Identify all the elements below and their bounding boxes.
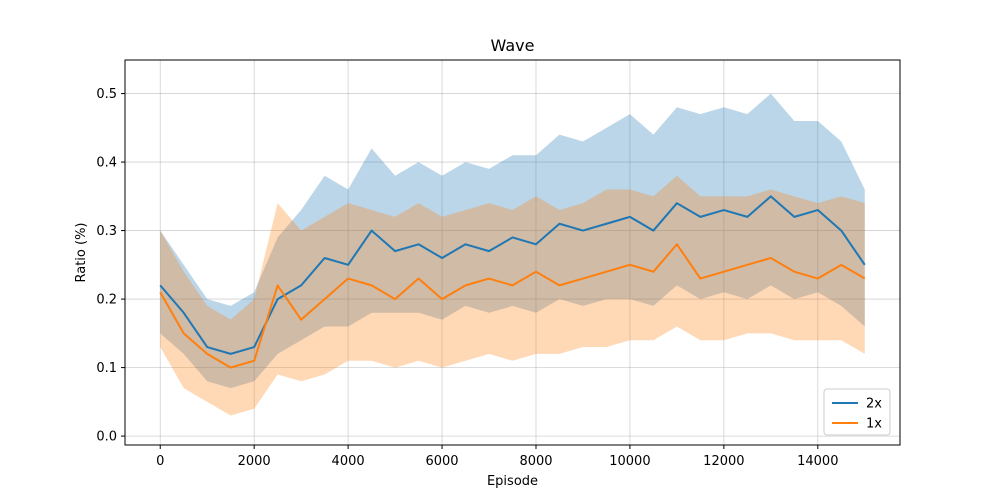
plot-area	[124, 59, 901, 446]
chart-title: Wave	[491, 36, 535, 55]
legend-label-1x: 1x	[866, 417, 882, 432]
x-tick-label: 2000	[238, 454, 271, 469]
x-tick-label: 12000	[703, 454, 744, 469]
y-tick-label: 0.1	[96, 361, 117, 376]
x-tick-label: 0	[156, 454, 164, 469]
x-tick-label: 14000	[797, 454, 838, 469]
x-axis-title: Episode	[487, 474, 538, 489]
plot-frame	[124, 59, 901, 446]
y-tick-label: 0.3	[96, 224, 117, 239]
x-tick-label: 8000	[519, 454, 552, 469]
x-tick-label: 4000	[332, 454, 365, 469]
x-tick-label: 10000	[609, 454, 650, 469]
confidence-bands	[160, 93, 865, 416]
legend-label-2x: 2x	[866, 397, 882, 412]
line-series-1x	[159, 243, 866, 369]
band-series-2x	[160, 93, 865, 389]
y-tick-label: 0.5	[96, 87, 117, 102]
line-series-2x	[159, 195, 866, 355]
y-tick-label: 0.0	[96, 430, 117, 445]
grid-lines	[125, 60, 900, 445]
x-axis-ticks: 0 2000 4000 6000 8000 10000 12000 14000	[156, 445, 838, 469]
y-axis-ticks: 0.0 0.1 0.2 0.3 0.4 0.5	[96, 87, 125, 445]
y-axis-title: Ratio (%)	[74, 222, 89, 282]
series-lines	[159, 195, 866, 369]
y-tick-label: 0.2	[96, 293, 117, 308]
x-tick-label: 6000	[425, 454, 458, 469]
y-tick-label: 0.4	[96, 156, 117, 171]
band-series-1x	[160, 175, 865, 416]
